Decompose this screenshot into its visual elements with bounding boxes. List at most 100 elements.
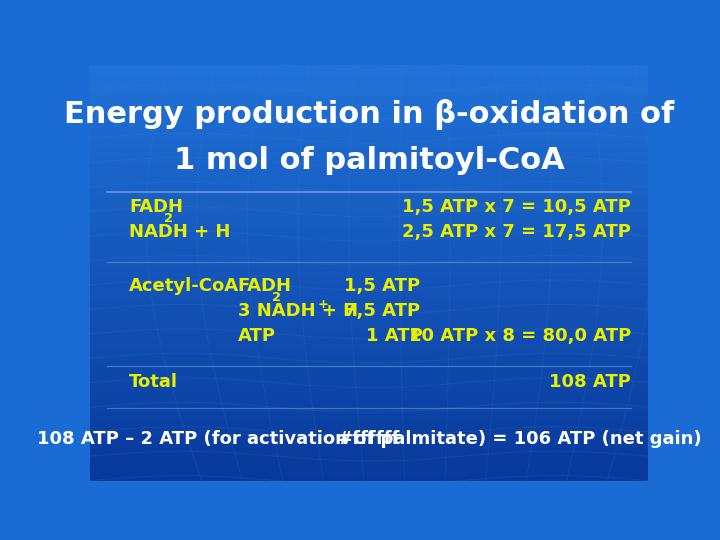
Bar bbox=[90, 204, 648, 206]
Bar bbox=[90, 65, 648, 68]
Bar bbox=[90, 162, 648, 165]
Bar bbox=[90, 234, 648, 237]
Bar bbox=[90, 287, 648, 289]
Bar bbox=[90, 140, 648, 143]
Bar bbox=[90, 356, 648, 359]
Bar bbox=[90, 353, 648, 356]
Bar bbox=[90, 367, 648, 370]
Bar bbox=[90, 134, 648, 137]
Bar bbox=[90, 278, 648, 281]
Bar bbox=[90, 181, 648, 184]
Bar bbox=[90, 434, 648, 436]
Bar bbox=[90, 289, 648, 292]
Bar bbox=[90, 397, 648, 400]
Bar bbox=[90, 173, 648, 176]
Bar bbox=[90, 220, 648, 223]
Bar bbox=[90, 370, 648, 373]
Bar bbox=[90, 126, 648, 129]
Bar bbox=[90, 309, 648, 312]
Bar bbox=[90, 84, 648, 87]
Bar bbox=[90, 339, 648, 342]
Bar bbox=[90, 239, 648, 242]
Bar bbox=[90, 475, 648, 478]
Bar bbox=[90, 76, 648, 79]
Bar bbox=[90, 359, 648, 361]
Bar bbox=[90, 348, 648, 350]
Bar bbox=[90, 217, 648, 220]
Bar bbox=[90, 375, 648, 378]
Bar bbox=[90, 190, 648, 192]
Bar bbox=[90, 261, 648, 265]
Bar bbox=[90, 251, 648, 253]
Bar bbox=[90, 411, 648, 414]
Text: ATP: ATP bbox=[238, 327, 276, 345]
Bar bbox=[90, 458, 648, 461]
Text: 108 ATP – 2 ATP (for activation of palmitate) = 106 ATP (net gain): 108 ATP – 2 ATP (for activation of palmi… bbox=[37, 430, 701, 448]
Bar bbox=[90, 148, 648, 151]
Bar bbox=[90, 400, 648, 403]
Bar bbox=[90, 178, 648, 181]
Text: Acetyl-CoA: Acetyl-CoA bbox=[129, 278, 239, 295]
Bar bbox=[90, 403, 648, 406]
Bar bbox=[90, 328, 648, 331]
Bar bbox=[90, 118, 648, 120]
Bar bbox=[90, 92, 648, 95]
Bar bbox=[90, 106, 648, 109]
Text: 7,5 ATP: 7,5 ATP bbox=[344, 302, 420, 320]
Bar bbox=[90, 303, 648, 306]
Bar bbox=[90, 79, 648, 82]
Bar bbox=[90, 198, 648, 201]
Bar bbox=[90, 331, 648, 334]
Bar bbox=[90, 184, 648, 187]
Bar bbox=[90, 156, 648, 159]
Bar bbox=[90, 129, 648, 131]
Text: FADH: FADH bbox=[129, 198, 183, 217]
Bar bbox=[90, 300, 648, 303]
Bar bbox=[90, 95, 648, 98]
Bar bbox=[90, 98, 648, 101]
Bar bbox=[90, 112, 648, 114]
Text: 2,5 ATP x 7 = 17,5 ATP: 2,5 ATP x 7 = 17,5 ATP bbox=[402, 224, 631, 241]
Bar bbox=[90, 444, 648, 447]
Text: 1 ATP: 1 ATP bbox=[366, 327, 423, 345]
Bar bbox=[90, 228, 648, 231]
Bar bbox=[90, 226, 648, 228]
Bar bbox=[90, 265, 648, 267]
Text: Energy production in β-oxidation of: Energy production in β-oxidation of bbox=[64, 99, 674, 130]
Bar bbox=[90, 425, 648, 428]
Bar bbox=[90, 167, 648, 170]
Bar bbox=[90, 187, 648, 190]
Bar bbox=[90, 417, 648, 420]
Bar bbox=[90, 453, 648, 456]
Bar bbox=[90, 90, 648, 92]
Bar bbox=[90, 68, 648, 70]
Bar bbox=[90, 345, 648, 348]
Bar bbox=[90, 326, 648, 328]
Text: FADH: FADH bbox=[238, 278, 292, 295]
Bar bbox=[90, 456, 648, 458]
Bar bbox=[90, 447, 648, 450]
Bar bbox=[90, 389, 648, 392]
Bar bbox=[90, 206, 648, 209]
Bar bbox=[90, 336, 648, 339]
Bar bbox=[90, 267, 648, 270]
Bar bbox=[90, 87, 648, 90]
Bar bbox=[90, 214, 648, 217]
Bar bbox=[90, 192, 648, 195]
Text: 2: 2 bbox=[272, 291, 282, 303]
Text: 2: 2 bbox=[163, 212, 173, 225]
Bar bbox=[90, 322, 648, 326]
Bar bbox=[90, 361, 648, 364]
Bar bbox=[90, 317, 648, 320]
Bar bbox=[90, 350, 648, 353]
Bar bbox=[90, 298, 648, 300]
Bar bbox=[90, 231, 648, 234]
Bar bbox=[90, 253, 648, 256]
Bar bbox=[90, 392, 648, 395]
Bar bbox=[90, 320, 648, 322]
Bar bbox=[90, 104, 648, 106]
Bar bbox=[90, 153, 648, 156]
Bar bbox=[90, 364, 648, 367]
Bar bbox=[90, 383, 648, 386]
Text: 3 NADH + H: 3 NADH + H bbox=[238, 302, 358, 320]
